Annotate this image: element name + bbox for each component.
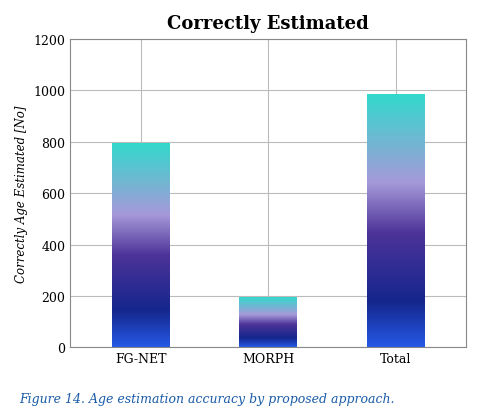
Text: Figure 14. Age estimation accuracy by proposed approach.: Figure 14. Age estimation accuracy by pr… [19, 392, 394, 405]
Y-axis label: Correctly Age Estimated [No]: Correctly Age Estimated [No] [15, 105, 28, 282]
Title: Correctly Estimated: Correctly Estimated [167, 15, 368, 33]
